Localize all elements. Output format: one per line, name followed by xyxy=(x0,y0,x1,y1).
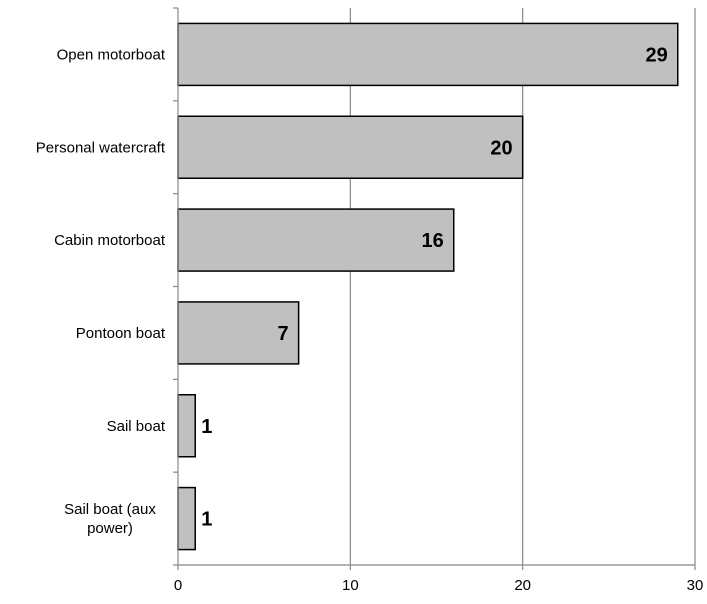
x-tick-label-20: 20 xyxy=(514,577,531,594)
data-label-0: 29 xyxy=(646,44,668,66)
category-label-3: Pontoon boat xyxy=(76,325,166,342)
gridlines xyxy=(349,8,696,565)
x-tick-label-10: 10 xyxy=(342,577,359,594)
category-label-1: Personal watercraft xyxy=(36,139,166,156)
category-label-line: Sail boat (aux xyxy=(64,501,156,518)
category-label-line: power) xyxy=(87,520,133,537)
data-label-2: 16 xyxy=(421,230,443,252)
bars xyxy=(177,22,679,551)
category-label-line: Open motorboat xyxy=(57,46,166,63)
bar-3 xyxy=(177,301,300,365)
data-label-1: 20 xyxy=(490,137,512,159)
category-label-2: Cabin motorboat xyxy=(54,232,166,249)
data-label-3: 7 xyxy=(278,323,289,345)
bar-0 xyxy=(177,22,679,87)
category-label-5: Sail boat (aux power) xyxy=(64,501,156,537)
category-label-line: Sail boat xyxy=(107,418,166,435)
bar-4 xyxy=(177,394,196,458)
x-tick-label-0: 0 xyxy=(174,577,182,594)
bar-1 xyxy=(177,115,524,179)
category-label-0: Open motorboat xyxy=(57,46,166,63)
category-label-line: Pontoon boat xyxy=(76,325,166,342)
data-label-4: 1 xyxy=(201,416,212,438)
category-label-line: Personal watercraft xyxy=(36,139,166,156)
bar-2 xyxy=(177,208,455,272)
bar-5 xyxy=(177,486,196,551)
category-label-4: Sail boat xyxy=(107,418,166,435)
x-tick-label-30: 30 xyxy=(687,577,704,594)
axes xyxy=(173,7,696,570)
data-label-5: 1 xyxy=(201,509,212,531)
category-label-line: Cabin motorboat xyxy=(54,232,166,249)
